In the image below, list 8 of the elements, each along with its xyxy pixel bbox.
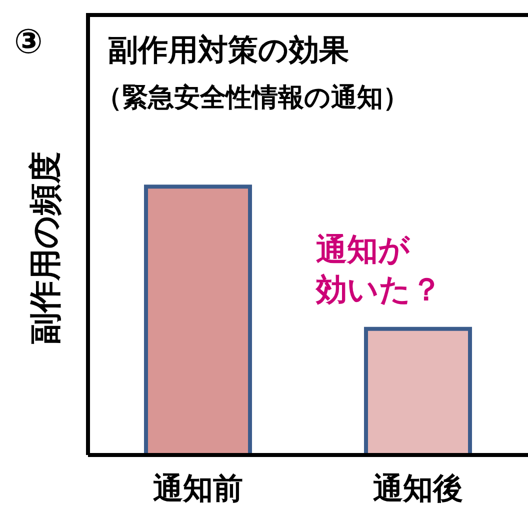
annotation: 効いた？	[316, 271, 442, 310]
x-tick-label: 通知後	[373, 471, 463, 506]
y-axis-title: 副作用の頻度	[25, 152, 65, 344]
x-tick-label: 通知前	[153, 471, 243, 506]
chart-subtitle: （緊急安全性情報の通知）	[96, 82, 409, 115]
text: ③	[14, 21, 43, 64]
chart-title: 副作用対策の効果	[108, 32, 349, 70]
annotation: 通知が	[316, 231, 410, 270]
